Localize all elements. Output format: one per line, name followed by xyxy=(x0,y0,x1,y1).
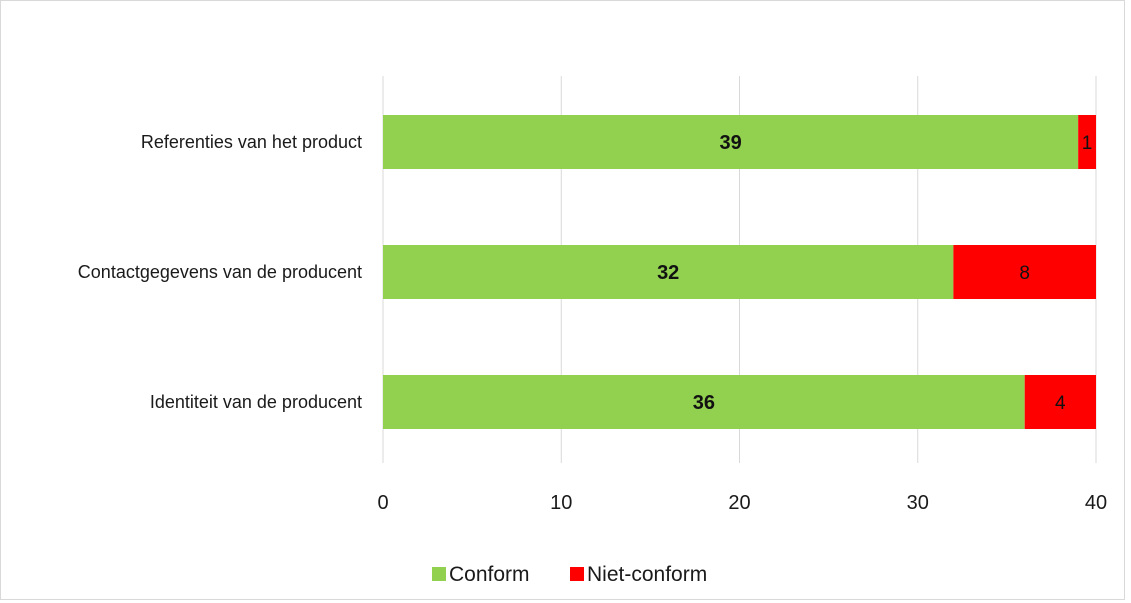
data-label-niet-conform-2: 4 xyxy=(1055,393,1066,414)
x-tick-label-10: 10 xyxy=(550,492,572,514)
category-label-0: Referenties van het product xyxy=(141,132,362,152)
data-label-niet-conform-0: 1 xyxy=(1082,133,1093,154)
data-label-niet-conform-1: 8 xyxy=(1019,263,1030,284)
bar-niet-conform-2 xyxy=(1024,375,1096,429)
legend-label-conform: Conform xyxy=(449,563,530,586)
bar-conform-2 xyxy=(383,375,1025,429)
data-label-conform-0: 39 xyxy=(719,132,741,154)
bar-conform-0 xyxy=(383,115,1079,169)
bar-niet-conform-0 xyxy=(1078,115,1096,169)
category-label-1: Contactgegevens van de producent xyxy=(78,262,362,282)
data-label-conform-1: 32 xyxy=(657,262,679,284)
bar-conform-1 xyxy=(383,245,954,299)
legend-label-niet-conform: Niet-conform xyxy=(587,563,707,586)
x-tick-label-40: 40 xyxy=(1085,492,1107,514)
x-tick-label-30: 30 xyxy=(907,492,929,514)
x-tick-label-20: 20 xyxy=(728,492,750,514)
bar-niet-conform-1 xyxy=(953,245,1096,299)
data-label-conform-2: 36 xyxy=(693,392,715,414)
legend-swatch-niet-conform xyxy=(570,567,584,581)
x-tick-label-0: 0 xyxy=(377,492,388,514)
category-label-2: Identiteit van de producent xyxy=(150,392,362,412)
legend-swatch-conform xyxy=(432,567,446,581)
